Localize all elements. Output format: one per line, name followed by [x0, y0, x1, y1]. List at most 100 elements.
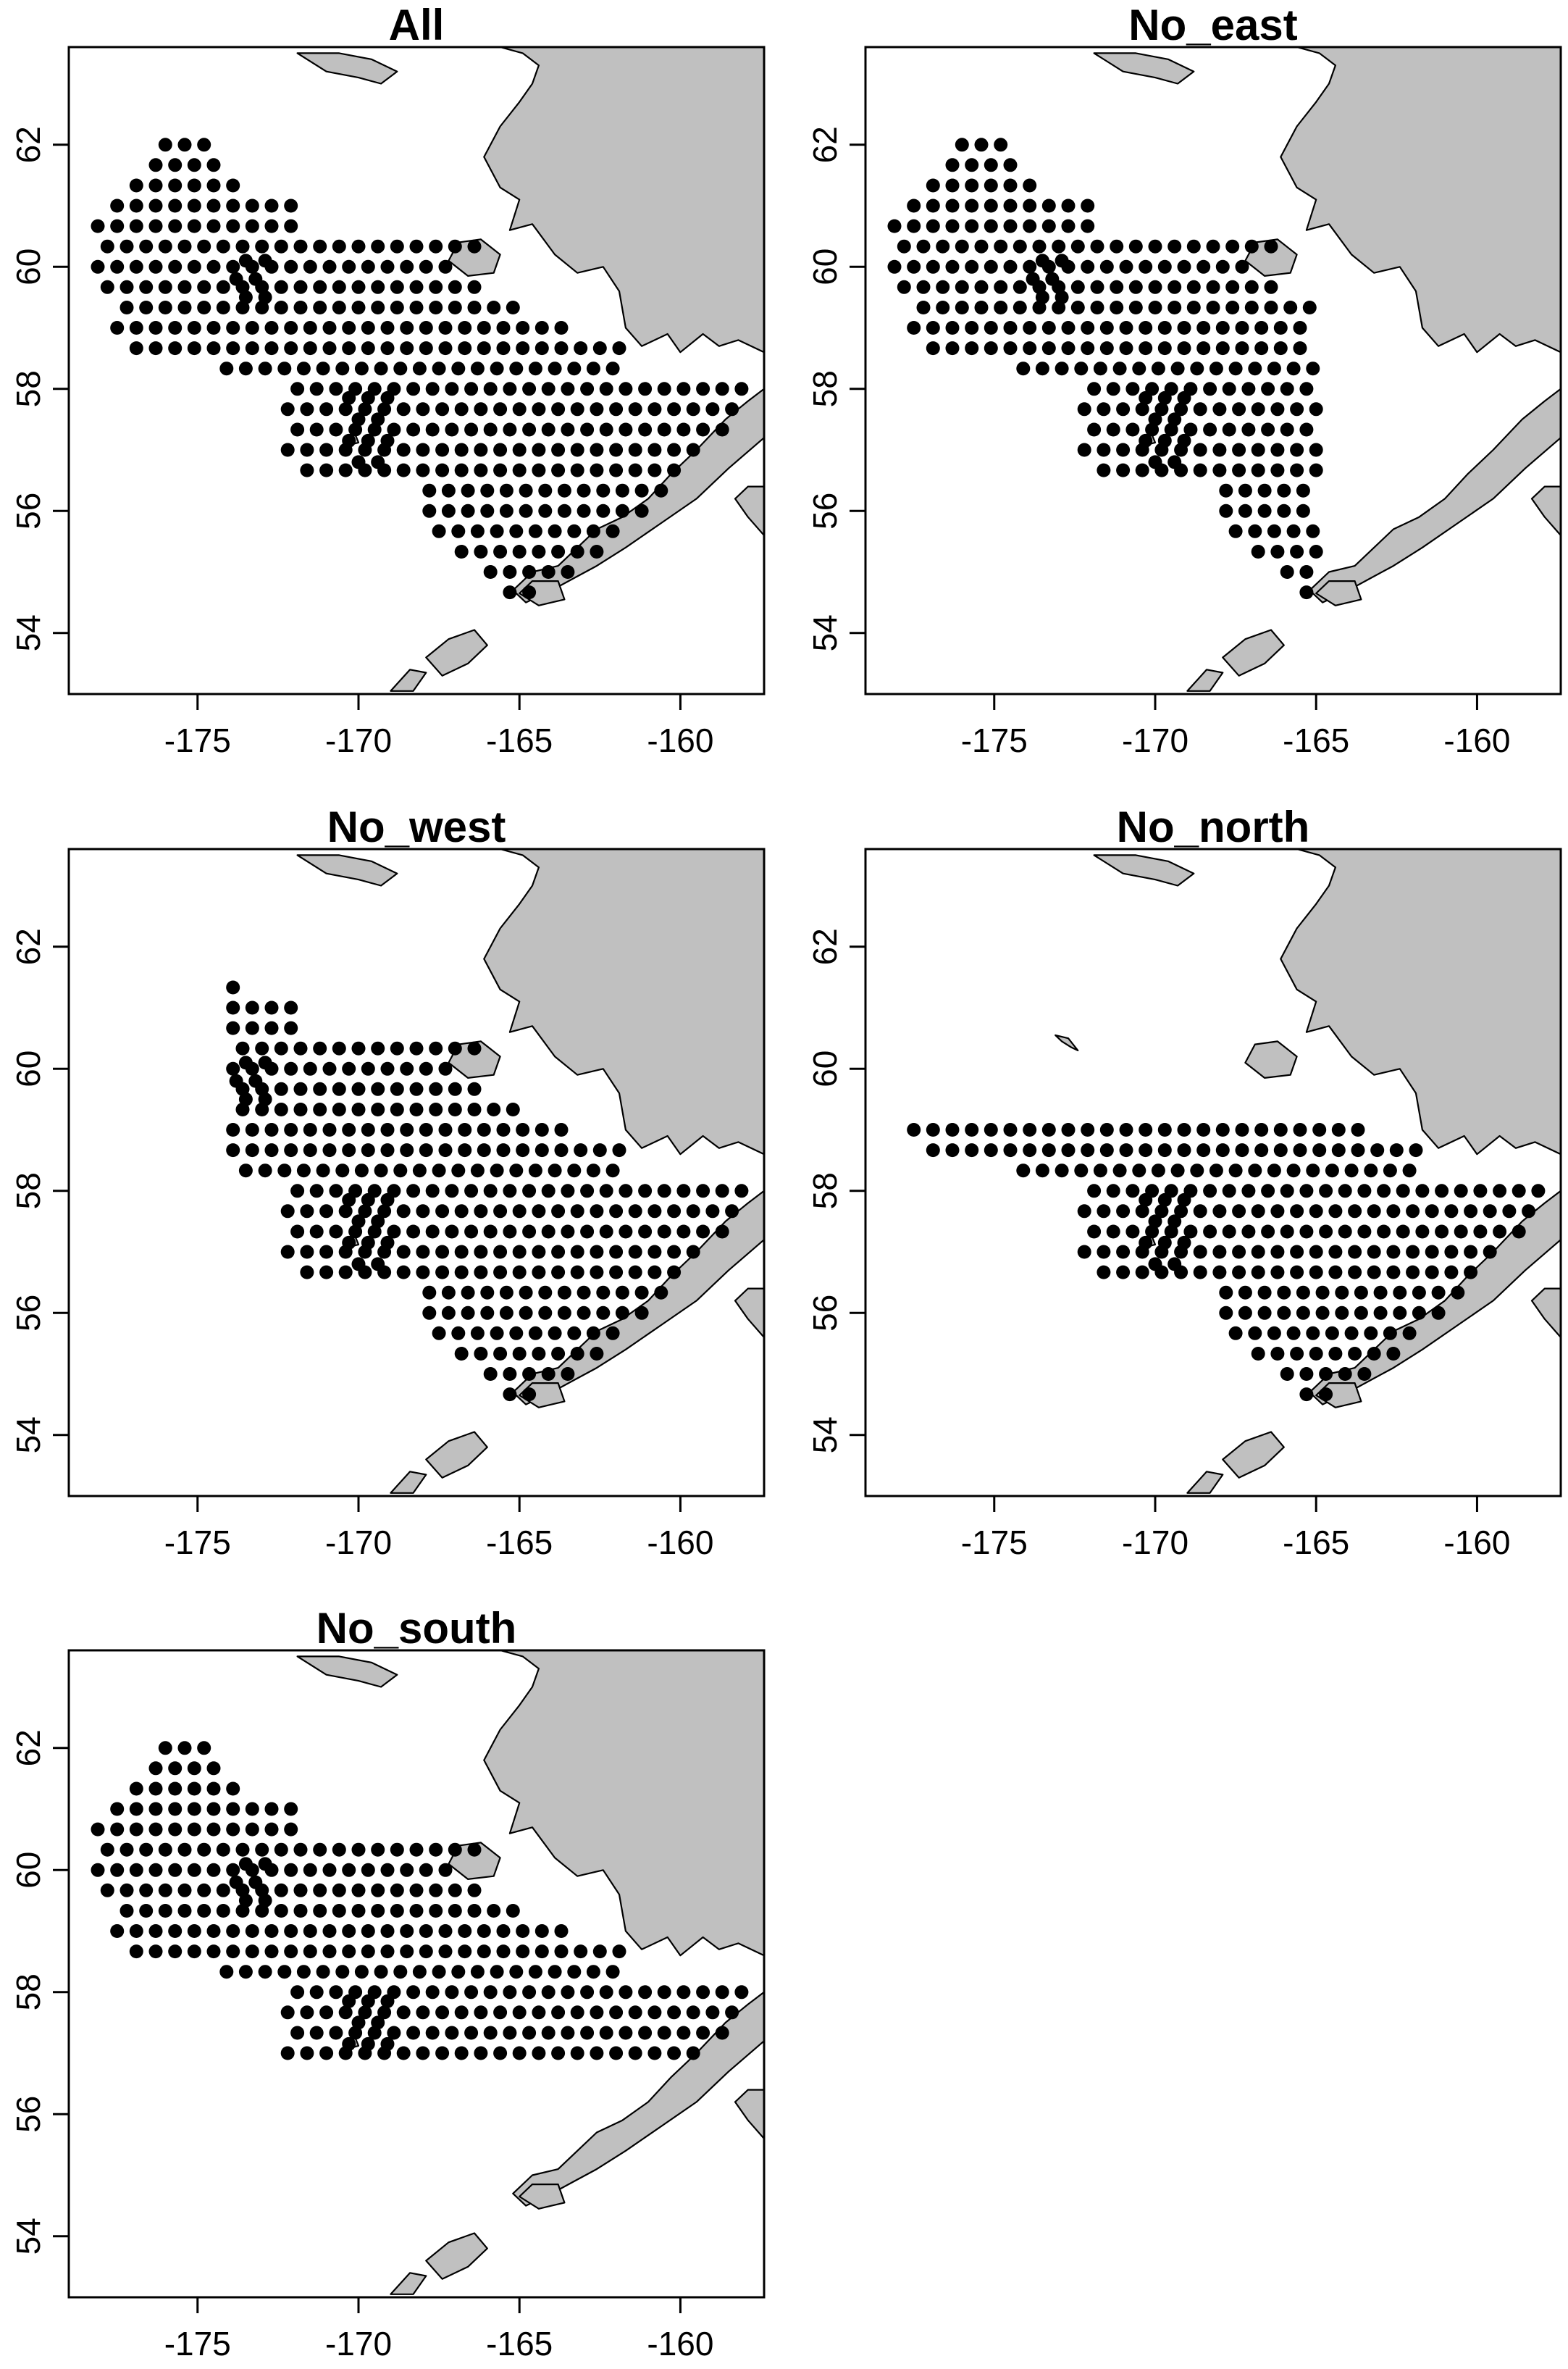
- station-point: [371, 1041, 385, 1056]
- station-point: [1235, 259, 1249, 274]
- station-point: [1232, 1204, 1246, 1219]
- station-point: [280, 2046, 295, 2060]
- station-point: [1061, 199, 1076, 213]
- y-tick-label: 62: [9, 1729, 47, 1766]
- station-point: [245, 1123, 259, 1137]
- station-point: [570, 1265, 584, 1279]
- station-point: [429, 239, 443, 254]
- station-point: [400, 1143, 414, 1158]
- station-point: [361, 433, 375, 448]
- station-point: [516, 1123, 530, 1137]
- station-point: [1139, 1235, 1153, 1250]
- station-point: [686, 1245, 700, 1259]
- station-point: [458, 1944, 472, 1959]
- station-point: [329, 2026, 343, 2040]
- station-point: [284, 259, 298, 274]
- station-point: [1148, 1214, 1162, 1229]
- station-point: [1157, 341, 1172, 356]
- station-point: [1254, 1143, 1269, 1158]
- station-point: [609, 402, 624, 417]
- station-point: [522, 1224, 537, 1239]
- station-point: [351, 1883, 366, 1897]
- station-point: [541, 422, 555, 437]
- station-point: [1412, 1305, 1426, 1320]
- station-point: [612, 341, 626, 356]
- station-point: [454, 1347, 469, 1361]
- station-point: [284, 321, 298, 335]
- station-point: [590, 443, 604, 457]
- station-point: [965, 341, 979, 356]
- station-point: [592, 341, 607, 356]
- station-point: [1041, 341, 1056, 356]
- station-point: [139, 1883, 154, 1897]
- station-point: [168, 1863, 183, 1877]
- station-point: [332, 1041, 346, 1056]
- station-point: [361, 1994, 375, 2008]
- station-point: [1097, 402, 1111, 417]
- station-point: [477, 1143, 491, 1158]
- station-point: [445, 1224, 459, 1239]
- station-point: [605, 1965, 620, 1979]
- station-point: [574, 341, 588, 356]
- station-point: [158, 301, 172, 314]
- station-point: [1081, 321, 1095, 335]
- station-point: [1290, 1265, 1304, 1279]
- station-point: [148, 178, 163, 193]
- station-point: [945, 341, 960, 356]
- station-point: [605, 1326, 620, 1340]
- station-point: [238, 362, 253, 376]
- station-point: [129, 219, 143, 233]
- station-point: [342, 1123, 356, 1137]
- station-point: [965, 219, 979, 233]
- station-point: [110, 1924, 125, 1938]
- station-point: [454, 463, 469, 477]
- station-point: [493, 463, 508, 477]
- station-point: [519, 483, 533, 498]
- station-point: [570, 463, 584, 477]
- land-polygon: [519, 2184, 566, 2210]
- station-point: [1093, 1163, 1107, 1178]
- station-point: [187, 178, 201, 193]
- station-point: [1299, 382, 1314, 396]
- station-point: [238, 1857, 253, 1871]
- panel-title: No_south: [316, 1604, 517, 1653]
- station-point: [258, 1893, 272, 1908]
- station-point: [300, 402, 314, 417]
- station-point: [1196, 321, 1211, 335]
- station-point: [1157, 1192, 1172, 1207]
- station-point: [1425, 1245, 1439, 1259]
- station-point: [377, 1204, 392, 1219]
- station-point: [226, 219, 240, 233]
- station-point: [1209, 1163, 1223, 1178]
- station-point: [296, 362, 311, 376]
- map-panel-no_east: -175 -170 -165 -160 54 56 58 60 62 No_east: [806, 1, 1562, 759]
- station-point: [1319, 1224, 1333, 1239]
- station-point: [380, 2036, 395, 2051]
- station-point: [110, 199, 125, 213]
- station-point: [226, 1143, 240, 1158]
- station-point: [1132, 1163, 1146, 1178]
- station-point: [338, 1265, 353, 1279]
- station-point: [1454, 1184, 1468, 1198]
- station-point: [332, 1082, 346, 1096]
- station-point: [1154, 402, 1169, 417]
- station-point: [1139, 321, 1153, 335]
- station-point: [715, 2026, 729, 2040]
- station-point: [454, 402, 469, 417]
- station-point: [226, 980, 240, 995]
- station-point: [419, 1123, 433, 1137]
- station-point: [1251, 1245, 1265, 1259]
- station-point: [1425, 1265, 1439, 1279]
- station-point: [464, 1224, 479, 1239]
- station-point: [474, 402, 488, 417]
- station-point: [129, 341, 143, 356]
- station-point: [409, 301, 424, 314]
- station-point: [667, 2046, 682, 2060]
- station-point: [371, 1883, 385, 1897]
- station-point: [409, 280, 424, 294]
- station-point: [148, 1944, 163, 1959]
- station-point: [422, 1305, 437, 1320]
- station-point: [451, 1163, 466, 1178]
- station-point: [477, 1924, 491, 1938]
- station-point: [577, 483, 591, 498]
